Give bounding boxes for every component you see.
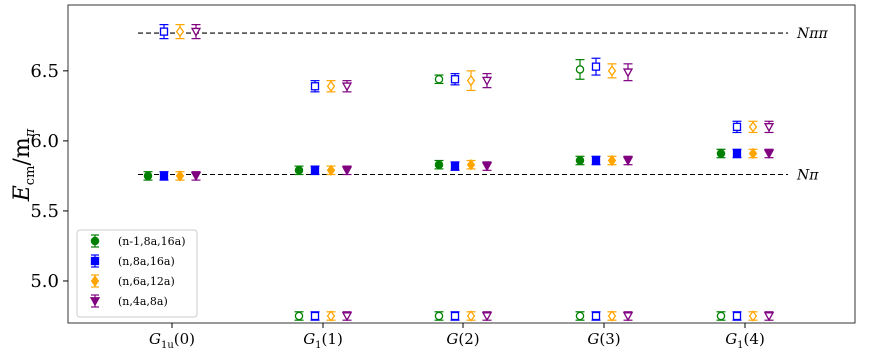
series-group: [143, 59, 726, 321]
series-group: [190, 24, 775, 322]
data-point: [434, 160, 444, 169]
y-tick-label: 5.5: [30, 201, 59, 222]
data-point: [763, 149, 775, 159]
data-point: [481, 162, 493, 172]
data-point: [434, 311, 444, 321]
data-point: [748, 121, 758, 133]
data-point: [341, 312, 353, 322]
data-point: [622, 312, 634, 322]
data-point: [310, 166, 320, 175]
y-tick-label: 6.0: [30, 131, 59, 152]
threshold-label: Nππ: [796, 26, 828, 42]
data-point: [466, 74, 476, 87]
y-axis-title: Ecm/mπ: [10, 128, 38, 202]
data-point: [450, 161, 460, 171]
legend-marker: [90, 275, 100, 287]
data-point: [732, 149, 742, 158]
data-point: [732, 311, 742, 321]
x-tick-label: G1(1): [303, 330, 343, 351]
plot-frame: [67, 4, 856, 324]
data-point: [716, 311, 726, 321]
data-point: [748, 310, 758, 322]
legend: (n-1,8a,16a) (n,8a,16a) (n,6a,12a) (n,4a,8a…: [76, 229, 198, 318]
legend-label: (n,8a,16a): [118, 255, 175, 268]
data-point: [481, 312, 493, 322]
legend-entry: (n,8a,16a): [90, 254, 175, 268]
data-point: [607, 154, 617, 167]
data-point: [466, 159, 476, 171]
data-point: [622, 156, 634, 166]
legend-entry: (n-1,8a,16a): [90, 234, 186, 248]
legend-entry: (n,6a,12a): [90, 274, 175, 288]
legend-box: [76, 229, 198, 318]
data-point: [575, 65, 585, 74]
x-axis: G1u(0) G1(1) G(2) G(3) G1(4): [149, 323, 765, 351]
data-point: [450, 75, 460, 84]
data-point: [622, 68, 634, 78]
data-point: [143, 171, 153, 181]
data-point: [591, 311, 601, 321]
data-point: [310, 311, 320, 321]
data-point: [763, 123, 775, 133]
data-point: [341, 166, 353, 176]
data-series: [143, 24, 775, 322]
data-point: [575, 156, 585, 165]
y-tick-label: 6.5: [30, 61, 59, 82]
data-point: [434, 74, 444, 84]
legend-marker: [89, 297, 101, 307]
data-point: [748, 147, 758, 160]
legend-entry: (n,4a,8a): [89, 294, 168, 308]
data-point: [175, 170, 185, 182]
legend-label: (n,6a,12a): [118, 275, 175, 288]
data-point: [175, 25, 185, 38]
x-tick-label: G(2): [446, 330, 479, 348]
y-tick-label: 5.0: [30, 271, 59, 292]
legend-marker: [90, 236, 100, 246]
data-point: [607, 65, 617, 77]
data-point: [294, 311, 304, 321]
series-group: [175, 24, 758, 322]
legend-label: (n,4a,8a): [118, 295, 168, 308]
threshold-lines: Nπ Nππ: [138, 26, 828, 184]
x-tick-label: G1u(0): [149, 330, 195, 351]
data-point: [450, 311, 460, 321]
data-point: [326, 80, 336, 92]
threshold-label: Nπ: [796, 168, 819, 184]
data-point: [591, 156, 601, 165]
data-point: [732, 122, 742, 132]
data-point: [466, 310, 476, 322]
data-point: [341, 82, 353, 92]
data-point: [159, 171, 169, 181]
y-axis: 5.0 5.5 6.0 6.5: [30, 61, 68, 292]
data-point: [575, 311, 585, 321]
data-point: [326, 164, 336, 176]
data-point: [159, 27, 169, 36]
data-point: [591, 62, 601, 71]
data-point: [716, 149, 726, 158]
y-axis-label: Ecm/mπ: [10, 128, 38, 202]
data-point: [310, 82, 320, 91]
data-point: [326, 310, 336, 322]
data-point: [190, 172, 202, 182]
data-point: [294, 166, 304, 175]
legend-label: (n-1,8a,16a): [118, 235, 186, 248]
x-tick-label: G(3): [587, 330, 620, 348]
legend-marker: [90, 256, 100, 266]
data-point: [763, 312, 775, 322]
data-point: [607, 310, 617, 322]
data-point: [481, 76, 493, 86]
x-tick-label: G1(4): [725, 330, 765, 351]
data-point: [190, 27, 202, 37]
series-group: [159, 24, 742, 321]
